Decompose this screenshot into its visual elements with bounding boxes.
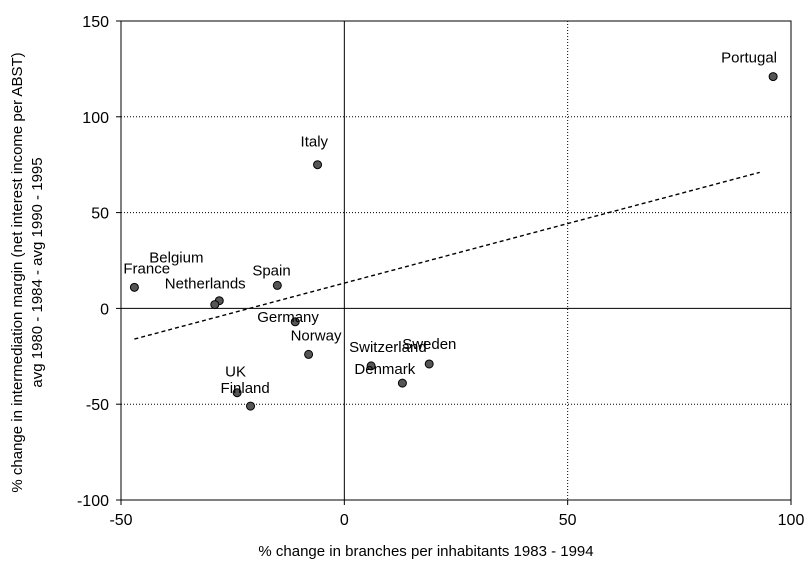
point-label: Belgium: [149, 250, 203, 267]
data-point: [246, 401, 256, 411]
axes: [116, 20, 792, 505]
point-label: Norway: [291, 327, 342, 344]
x-axis-title: % change in branches per inhabitants 198…: [258, 543, 593, 560]
data-point: [129, 282, 139, 292]
y-tick-label: -50: [86, 397, 109, 414]
y-tick-label: 100: [82, 110, 109, 127]
point-label: Portugal: [721, 50, 777, 67]
data-point: [397, 378, 407, 388]
data-point: [210, 300, 220, 310]
data-point: [272, 280, 282, 290]
point-label: Denmark: [354, 361, 415, 378]
data-point: [290, 317, 300, 327]
point-label: Sweden: [402, 336, 456, 353]
data-point: [304, 349, 314, 359]
point-label: Finland: [221, 380, 270, 397]
y-tick-label: -100: [77, 493, 109, 510]
y-axis-title-line2: avg 1980 - 1984 - avg 1990 - 1995: [29, 157, 46, 387]
trendline: [134, 171, 760, 340]
data-point: [424, 359, 434, 369]
data-point: [768, 72, 778, 82]
point-label: Netherlands: [165, 276, 246, 293]
data-point: [366, 361, 376, 371]
plot-frame: [120, 20, 792, 501]
y-tick-label: 50: [91, 206, 109, 223]
x-tick-label: 0: [340, 512, 349, 529]
point-label: Spain: [252, 262, 290, 279]
y-tick-label: 0: [100, 301, 109, 318]
x-tick-label: 50: [559, 512, 577, 529]
data-points: [129, 72, 778, 411]
y-tick-label: 150: [82, 14, 109, 31]
y-axis-title: % change in intermediation margin (net i…: [9, 52, 26, 492]
grid: [120, 20, 792, 501]
x-tick-label: 100: [778, 512, 805, 529]
trendline-path: [134, 171, 760, 340]
point-label: UK: [225, 364, 246, 381]
point-label: Switzerland: [349, 339, 427, 356]
x-tick-label: -50: [109, 512, 132, 529]
data-point: [232, 388, 242, 398]
point-label: France: [123, 260, 170, 277]
point-label: Italy: [301, 134, 329, 151]
data-point: [313, 160, 323, 170]
point-label: Germany: [257, 309, 319, 326]
